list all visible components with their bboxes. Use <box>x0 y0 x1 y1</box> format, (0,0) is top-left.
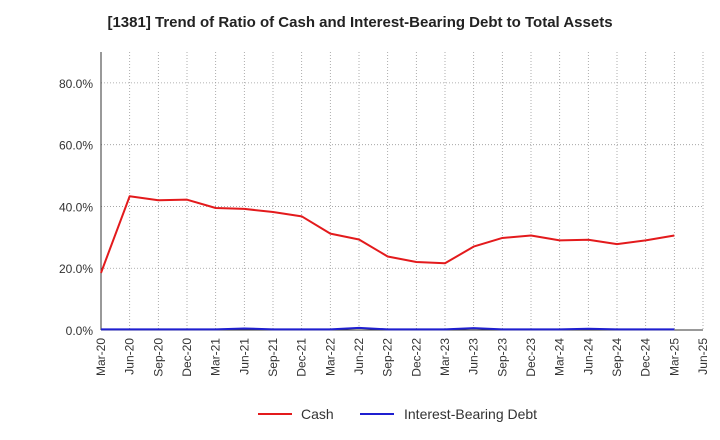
x-tick-label: Jun-22 <box>352 338 366 375</box>
y-tick-label: 40.0% <box>59 200 93 214</box>
x-tick-label: Sep-24 <box>610 338 624 377</box>
series-line-interest-bearing-debt <box>101 326 675 331</box>
x-tick-label: Sep-22 <box>381 338 395 377</box>
y-tick-label: 0.0% <box>66 324 94 338</box>
x-tick-label: Dec-24 <box>639 338 653 377</box>
x-tick-label: Mar-21 <box>209 338 223 376</box>
legend-label: Cash <box>301 406 334 422</box>
y-tick-label: 20.0% <box>59 262 93 276</box>
x-tick-label: Jun-20 <box>123 338 137 375</box>
x-tick-label: Mar-25 <box>667 338 681 376</box>
x-tick-label: Mar-20 <box>94 338 108 376</box>
x-tick-label: Dec-21 <box>295 338 309 377</box>
x-tick-label: Jun-25 <box>696 338 710 375</box>
x-tick-label: Jun-24 <box>581 338 595 375</box>
x-tick-label: Dec-23 <box>524 338 538 377</box>
chart-title: [1381] Trend of Ratio of Cash and Intere… <box>107 14 613 31</box>
x-tick-label: Mar-23 <box>438 338 452 376</box>
x-tick-label: Jun-21 <box>237 338 251 375</box>
x-tick-label: Sep-21 <box>266 338 280 377</box>
plot-area <box>101 52 703 330</box>
x-tick-label: Mar-22 <box>323 338 337 376</box>
x-tick-label: Sep-20 <box>151 338 165 377</box>
x-tick-label: Dec-22 <box>409 338 423 377</box>
y-tick-label: 60.0% <box>59 139 93 153</box>
x-tick-label: Jun-23 <box>467 338 481 375</box>
x-tick-label: Sep-23 <box>495 338 509 377</box>
x-tick-label: Dec-20 <box>180 338 194 377</box>
x-tick-label: Mar-24 <box>553 338 567 376</box>
y-tick-label: 80.0% <box>59 77 93 91</box>
series-line-cash <box>100 195 675 274</box>
legend-label: Interest-Bearing Debt <box>404 406 537 422</box>
